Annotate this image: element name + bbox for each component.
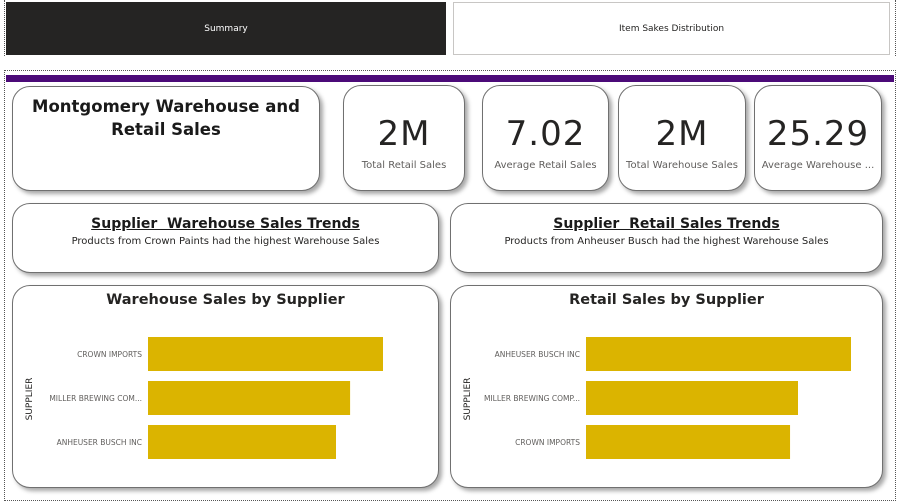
kpi-label: Average Retail Sales	[494, 160, 597, 171]
kpi-label: Total Retail Sales	[361, 160, 447, 171]
tab-bar-frame	[4, 0, 896, 56]
category-tick-label: ANHEUSER BUSCH INC	[57, 438, 142, 447]
report-title-card: Montgomery Warehouse and Retail Sales	[12, 86, 320, 191]
bar[interactable]	[148, 337, 383, 371]
warehouse-sales-chart-card[interactable]: Warehouse Sales by Supplier SUPPLIER CROW…	[12, 285, 439, 488]
category-tick-label: CROWN IMPORTS	[77, 350, 142, 359]
retail-sales-bar-chart[interactable]: SUPPLIER ANHEUSER BUSCH INC MILLER BREWING…	[451, 286, 884, 489]
kpi-card-total-retail-sales[interactable]: 2M Total Retail Sales	[343, 85, 465, 191]
kpi-value: 2M	[377, 114, 431, 154]
accent-bar	[6, 75, 894, 82]
tab-summary[interactable]: Summary	[6, 2, 446, 55]
kpi-card-total-warehouse-sales[interactable]: 2M Total Warehouse Sales	[618, 85, 746, 191]
report-canvas	[4, 70, 896, 501]
report-title: Montgomery Warehouse and Retail Sales	[32, 97, 300, 139]
kpi-card-average-warehouse-sales[interactable]: 25.29 Average Warehouse ...	[754, 85, 882, 191]
bar[interactable]	[148, 381, 351, 415]
category-tick-label: CROWN IMPORTS	[515, 438, 580, 447]
chart-title: Retail Sales by Supplier	[569, 292, 764, 308]
kpi-value: 25.29	[766, 114, 870, 154]
kpi-value: 7.02	[505, 114, 586, 154]
kpi-value: 2M	[655, 114, 709, 154]
y-axis-label: SUPPLIER	[463, 378, 473, 421]
tab-item-sales-distribution[interactable]: Item Sakes Distribution	[453, 2, 890, 55]
kpi-label: Average Warehouse ...	[761, 160, 875, 171]
category-tick-label: MILLER BREWING COMP...	[484, 394, 580, 403]
chart-title: Warehouse Sales by Supplier	[106, 292, 345, 308]
retail-sales-chart-card[interactable]: Retail Sales by Supplier SUPPLIER ANHEUSE…	[450, 285, 883, 488]
bar[interactable]	[586, 425, 791, 459]
kpi-card-average-retail-sales[interactable]: 7.02 Average Retail Sales	[482, 85, 609, 191]
retail-trends-card: Supplier Retail Sales Trends Products fr…	[450, 203, 883, 273]
warehouse-trends-card: Supplier Warehouse Sales Trends Products…	[12, 203, 439, 273]
warehouse-trends-text: Products from Crown Paints had the highe…	[71, 236, 380, 247]
bar[interactable]	[148, 425, 336, 459]
bar[interactable]	[586, 381, 798, 415]
kpi-label: Total Warehouse Sales	[626, 160, 738, 171]
bar[interactable]	[586, 337, 851, 371]
category-tick-label: MILLER BREWING COM...	[49, 394, 142, 403]
warehouse-trends-title: Supplier Warehouse Sales Trends	[91, 216, 360, 232]
category-tick-label: ANHEUSER BUSCH INC	[495, 350, 580, 359]
retail-trends-text: Products from Anheuser Busch had the hig…	[504, 236, 829, 247]
warehouse-sales-bar-chart[interactable]: SUPPLIER CROWN IMPORTS MILLER BREWING COM.…	[13, 286, 440, 489]
retail-trends-title: Supplier Retail Sales Trends	[553, 216, 780, 232]
y-axis-label: SUPPLIER	[25, 378, 35, 421]
